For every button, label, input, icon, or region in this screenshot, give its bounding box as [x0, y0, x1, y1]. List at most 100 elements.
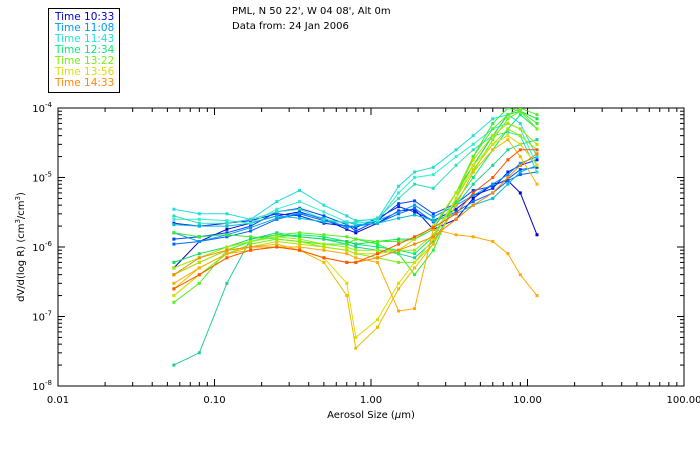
legend-entry: Time 11:08: [55, 22, 115, 34]
data-point: [249, 217, 253, 221]
data-point: [518, 121, 522, 125]
data-point: [413, 237, 417, 241]
data-point: [376, 260, 379, 264]
data-point: [518, 161, 522, 165]
data-point: [413, 242, 417, 246]
legend-entry: Time 13:56: [55, 66, 115, 78]
data-point: [298, 189, 302, 192]
data-point: [431, 226, 435, 230]
data-point: [397, 184, 401, 188]
data-point: [275, 207, 279, 211]
data-point: [275, 237, 279, 241]
data-point: [413, 206, 417, 210]
data-point: [535, 152, 539, 156]
data-point: [506, 138, 510, 142]
data-point: [298, 245, 302, 249]
data-point: [413, 248, 417, 252]
data-point: [376, 240, 379, 243]
data-point: [535, 165, 539, 169]
y-tick-label: 10-8: [32, 379, 52, 393]
data-point: [397, 309, 401, 313]
data-point: [535, 117, 539, 121]
data-point: [397, 240, 401, 243]
data-point: [535, 163, 539, 167]
data-point: [506, 182, 510, 186]
data-point: [298, 207, 302, 211]
data-point: [413, 210, 417, 214]
data-point: [397, 212, 401, 216]
data-point: [397, 237, 401, 241]
data-point: [376, 221, 379, 225]
data-point: [354, 346, 358, 350]
data-point: [197, 273, 201, 277]
data-point: [354, 245, 358, 249]
legend: Time 10:33 Time 11:08 Time 11:43 Time 12…: [48, 8, 120, 93]
data-point: [535, 113, 539, 117]
data-point: [322, 203, 326, 207]
data-point: [298, 237, 302, 241]
data-point: [454, 155, 458, 159]
data-point: [345, 227, 349, 231]
data-point: [535, 138, 539, 142]
data-point: [376, 325, 379, 329]
data-point: [397, 248, 401, 252]
data-point: [413, 203, 417, 207]
data-point: [275, 212, 279, 216]
y-tick-label: 10-6: [32, 240, 52, 254]
data-point: [397, 216, 401, 220]
data-point: [322, 256, 326, 260]
data-point: [506, 117, 510, 121]
data-point: [376, 252, 379, 256]
data-point: [376, 318, 379, 322]
data-point: [506, 127, 510, 131]
data-point: [275, 235, 279, 239]
data-point: [535, 170, 539, 174]
data-point: [518, 148, 522, 152]
data-point: [413, 170, 417, 174]
data-point: [197, 266, 201, 270]
data-point: [535, 233, 539, 237]
data-point: [345, 252, 349, 256]
data-point: [431, 233, 435, 237]
data-point: [345, 242, 349, 246]
data-point: [413, 273, 417, 277]
data-point: [197, 260, 201, 264]
legend-entry: Time 13:22: [55, 55, 115, 67]
data-point: [376, 256, 379, 260]
data-point: [298, 200, 302, 204]
data-point: [298, 242, 302, 246]
data-point: [225, 281, 229, 285]
data-point: [518, 155, 522, 159]
data-point: [413, 307, 417, 311]
data-point: [197, 235, 201, 239]
data-point: [322, 242, 326, 246]
y-tick-label: 10-5: [32, 171, 52, 185]
data-point: [322, 217, 326, 221]
legend-entry: Time 14:33: [55, 77, 115, 89]
data-point: [172, 287, 176, 291]
data-point: [506, 113, 510, 117]
data-point: [376, 242, 379, 246]
data-point: [413, 213, 417, 217]
data-point: [535, 127, 539, 131]
data-point: [322, 220, 326, 224]
data-point: [225, 227, 229, 231]
chart-title: PML, N 50 22', W 04 08', Alt 0m: [232, 6, 391, 17]
data-point: [454, 200, 458, 204]
data-point: [275, 214, 279, 218]
data-point: [225, 212, 229, 216]
data-point: [225, 256, 229, 260]
data-point: [322, 237, 326, 241]
data-point: [454, 233, 458, 237]
data-point: [506, 108, 510, 110]
data-point: [225, 235, 229, 239]
data-point: [535, 155, 539, 159]
data-point: [345, 226, 349, 230]
data-point: [535, 294, 539, 298]
data-point: [431, 173, 435, 177]
data-point: [345, 214, 349, 218]
data-point: [322, 248, 326, 252]
data-point: [518, 168, 522, 172]
series-line: [173, 228, 538, 312]
